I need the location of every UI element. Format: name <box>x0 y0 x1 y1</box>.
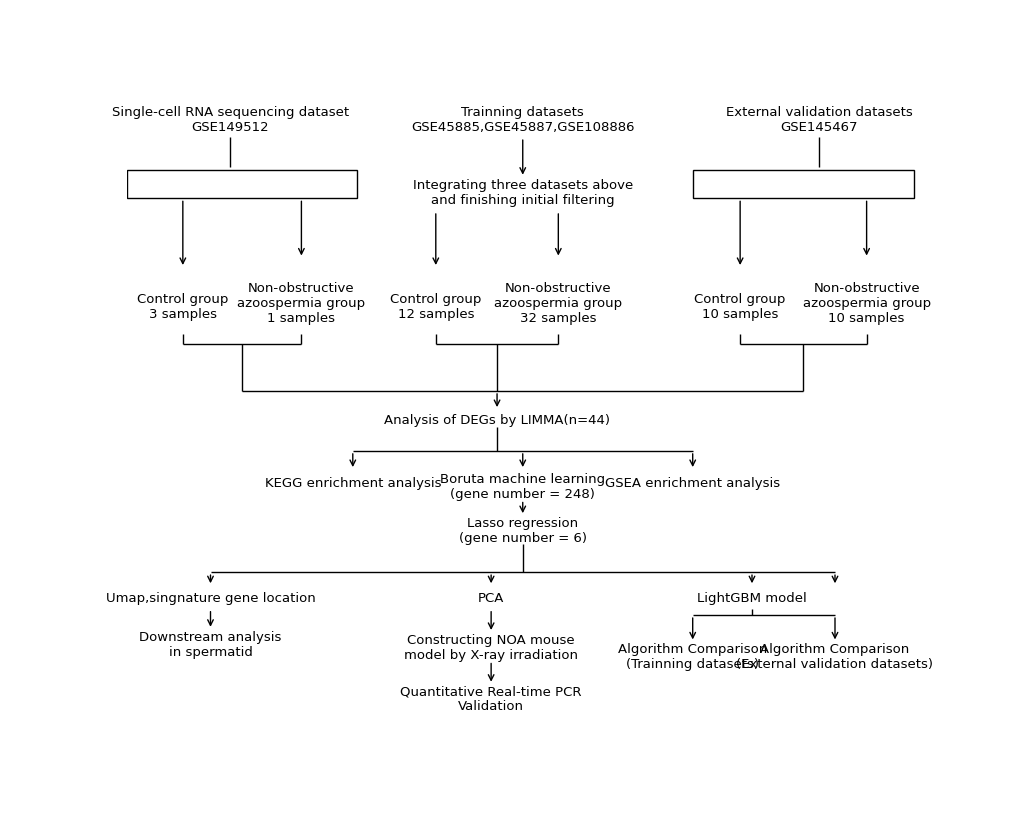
Text: Constructing NOA mouse
model by X-ray irradiation: Constructing NOA mouse model by X-ray ir… <box>404 633 578 661</box>
Text: Algorithm Comparison
(External validation datasets): Algorithm Comparison (External validatio… <box>736 642 932 671</box>
Text: Trainning datasets
GSE45885,GSE45887,GSE108886: Trainning datasets GSE45885,GSE45887,GSE… <box>411 106 634 134</box>
Text: Control group
10 samples: Control group 10 samples <box>694 292 785 320</box>
Text: GSEA enrichment analysis: GSEA enrichment analysis <box>604 477 780 490</box>
Text: Umap,singnature gene location: Umap,singnature gene location <box>106 591 315 604</box>
Text: Downstream analysis
in spermatid: Downstream analysis in spermatid <box>140 630 281 658</box>
Text: External validation datasets
GSE145467: External validation datasets GSE145467 <box>726 106 912 134</box>
Text: Control group
3 samples: Control group 3 samples <box>137 292 228 320</box>
Text: KEGG enrichment analysis: KEGG enrichment analysis <box>264 477 440 490</box>
Text: Non-obstructive
azoospermia group
10 samples: Non-obstructive azoospermia group 10 sam… <box>802 282 929 324</box>
Bar <box>692 171 913 199</box>
Text: PCA: PCA <box>478 591 503 604</box>
Text: Quantitative Real-time PCR
Validation: Quantitative Real-time PCR Validation <box>400 685 581 713</box>
Bar <box>127 171 357 199</box>
Text: Lasso regression
(gene number = 6): Lasso regression (gene number = 6) <box>459 516 586 545</box>
Text: Non-obstructive
azoospermia group
1 samples: Non-obstructive azoospermia group 1 samp… <box>237 282 365 324</box>
Text: Algorithm Comparison
(Trainning datasets): Algorithm Comparison (Trainning datasets… <box>618 642 766 671</box>
Text: Analysis of DEGs by LIMMA(n=44): Analysis of DEGs by LIMMA(n=44) <box>384 414 609 427</box>
Text: Non-obstructive
azoospermia group
32 samples: Non-obstructive azoospermia group 32 sam… <box>494 282 622 324</box>
Text: Integrating three datasets above
and finishing initial filtering: Integrating three datasets above and fin… <box>413 179 632 207</box>
Text: Boruta machine learning
(gene number = 248): Boruta machine learning (gene number = 2… <box>440 472 604 500</box>
Text: Control group
12 samples: Control group 12 samples <box>389 292 481 320</box>
Text: LightGBM model: LightGBM model <box>696 591 806 604</box>
Text: Single-cell RNA sequencing dataset
GSE149512: Single-cell RNA sequencing dataset GSE14… <box>112 106 348 134</box>
